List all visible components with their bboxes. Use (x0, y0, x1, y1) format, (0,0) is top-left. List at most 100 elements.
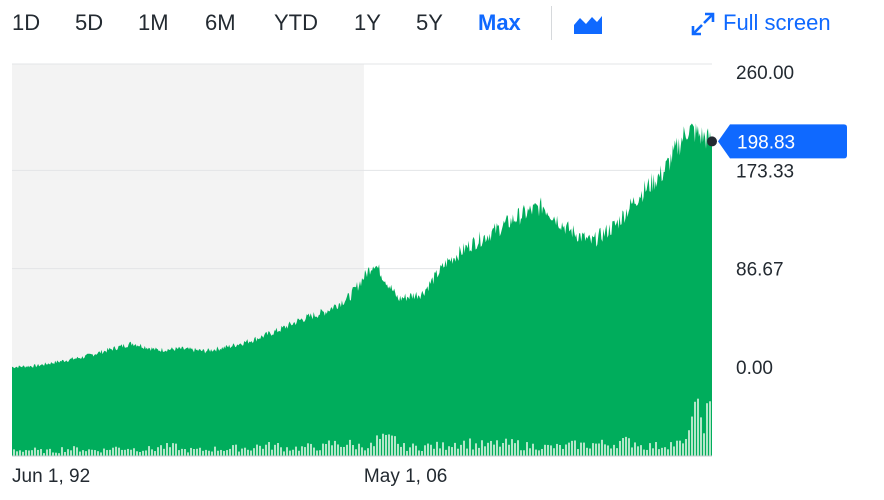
volume-bar (76, 447, 78, 456)
volume-bar (493, 444, 495, 456)
volume-bar (97, 451, 99, 456)
range-5y-button[interactable]: 5Y (416, 10, 443, 35)
range-1m-button[interactable]: 1M (138, 10, 169, 35)
range-1y-button[interactable]: 1Y (354, 10, 381, 35)
volume-bar (700, 417, 702, 456)
volume-bar (619, 440, 621, 456)
volume-bar (73, 446, 75, 456)
volume-bar (424, 445, 426, 456)
volume-bar (469, 438, 471, 456)
volume-bar (211, 451, 213, 456)
volume-bar (661, 447, 663, 456)
range-ytd-button[interactable]: YTD (274, 10, 318, 35)
volume-bar (199, 447, 201, 456)
volume-bar (430, 444, 432, 456)
volume-bar (589, 448, 591, 456)
volume-bar (496, 440, 498, 456)
volume-bar (478, 447, 480, 456)
volume-bar (79, 451, 81, 456)
volume-bar (67, 449, 69, 456)
volume-bar (622, 438, 624, 456)
volume-bar (289, 450, 291, 456)
volume-bar (358, 443, 360, 456)
volume-bar (31, 450, 33, 456)
volume-bar (112, 447, 114, 456)
volume-bar (382, 433, 384, 456)
range-1d-button[interactable]: 1D (12, 10, 41, 35)
volume-bar (247, 449, 249, 456)
volume-bar (418, 450, 420, 456)
volume-bar (19, 450, 21, 456)
volume-bar (28, 450, 30, 456)
volume-bar (229, 448, 231, 456)
volume-bar (451, 447, 453, 456)
volume-bar (466, 448, 468, 456)
x-tick-label: May 1, 06 (364, 466, 447, 487)
volume-bar (121, 449, 123, 456)
volume-bar (583, 442, 585, 456)
volume-bar (508, 444, 510, 456)
volume-bar (37, 449, 39, 456)
volume-bar (475, 443, 477, 456)
volume-bar (442, 442, 444, 456)
range-6m-button[interactable]: 6M (205, 10, 236, 35)
volume-bar (259, 445, 261, 456)
volume-bar (154, 451, 156, 456)
volume-bar (562, 448, 564, 456)
volume-bar (217, 450, 219, 456)
volume-bar (601, 439, 603, 456)
toolbar-divider (551, 6, 552, 40)
volume-bar (559, 445, 561, 456)
volume-bar (670, 442, 672, 456)
price-tag-background (718, 124, 847, 159)
volume-bar (415, 445, 417, 456)
volume-bar (175, 443, 177, 456)
volume-bar (241, 448, 243, 456)
volume-bar (130, 449, 132, 456)
volume-bar (340, 446, 342, 456)
volume-bar (394, 436, 396, 456)
volume-bar (244, 447, 246, 456)
volume-bar (625, 436, 627, 456)
volume-bar (511, 439, 513, 456)
volume-bar (499, 446, 501, 456)
volume-bar (169, 447, 171, 456)
volume-bar (463, 440, 465, 456)
volume-bar (604, 444, 606, 456)
volume-bar (364, 450, 366, 456)
volume-bar (379, 438, 381, 456)
range-max-button[interactable]: Max (478, 10, 521, 35)
volume-bar (484, 446, 486, 456)
volume-bar (250, 450, 252, 456)
volume-bar (118, 447, 120, 456)
volume-bar (238, 451, 240, 456)
volume-bar (421, 451, 423, 456)
price-tag-label: 198.83 (737, 132, 795, 153)
volume-bar (370, 442, 372, 456)
volume-bar (550, 445, 552, 456)
volume-bar (157, 447, 159, 456)
volume-bar (352, 445, 354, 456)
volume-bar (520, 450, 522, 456)
volume-bars (13, 398, 711, 456)
volume-bar (85, 451, 87, 456)
volume-bar (697, 398, 699, 456)
volume-bar (673, 446, 675, 456)
volume-bar (433, 448, 435, 456)
volume-bar (25, 450, 27, 456)
volume-bar (658, 449, 660, 456)
volume-bar (676, 440, 678, 456)
volume-bar (361, 447, 363, 456)
volume-bar (391, 435, 393, 456)
area-chart-icon[interactable] (573, 13, 603, 35)
volume-bar (529, 448, 531, 456)
volume-bar (127, 448, 129, 456)
volume-bar (409, 447, 411, 456)
volume-bar (232, 445, 234, 456)
range-5d-button[interactable]: 5D (75, 10, 104, 35)
y-tick-label: 173.33 (736, 161, 794, 182)
volume-bar (142, 450, 144, 456)
volume-bar (304, 447, 306, 456)
volume-bar (94, 450, 96, 456)
